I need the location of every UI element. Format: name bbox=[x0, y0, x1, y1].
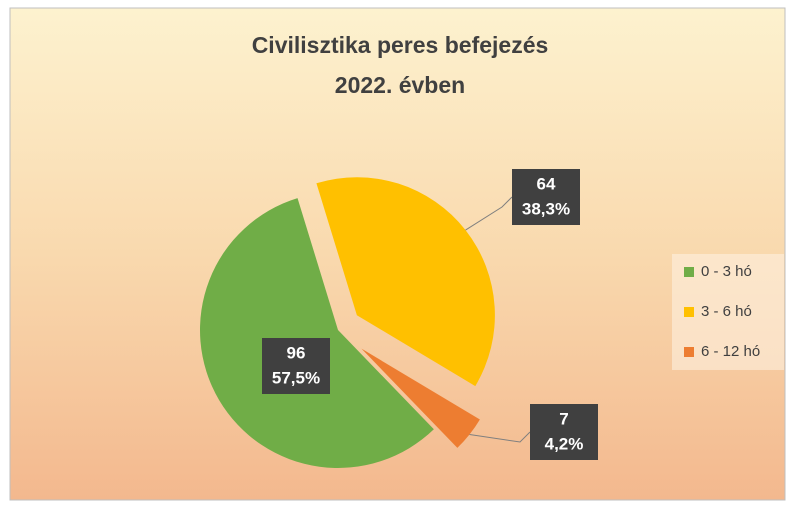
chart-title: Civilisztika peres befejezés bbox=[252, 32, 549, 58]
legend-label: 6 - 12 hó bbox=[701, 343, 760, 360]
pie-slice bbox=[316, 177, 495, 387]
data-label-box bbox=[262, 338, 330, 394]
data-label-percent: 57,5% bbox=[272, 368, 320, 387]
data-label-box bbox=[530, 404, 598, 460]
legend-swatch bbox=[684, 267, 694, 277]
legend-swatch bbox=[684, 347, 694, 357]
pie-slice bbox=[361, 348, 480, 448]
data-label-percent: 4,2% bbox=[545, 434, 584, 453]
leader-line bbox=[469, 431, 531, 443]
legend-label: 3 - 6 hó bbox=[701, 303, 752, 320]
data-label-value: 96 bbox=[287, 343, 306, 362]
data-label-box bbox=[512, 169, 580, 225]
leader-line bbox=[465, 196, 513, 231]
data-label-percent: 38,3% bbox=[522, 199, 570, 218]
legend-label: 0 - 3 hó bbox=[701, 263, 752, 280]
data-label-value: 7 bbox=[559, 409, 568, 428]
pie-slice bbox=[200, 198, 434, 469]
data-label-value: 64 bbox=[537, 174, 556, 193]
legend-swatch bbox=[684, 307, 694, 317]
chart-title: 2022. évben bbox=[335, 72, 465, 98]
